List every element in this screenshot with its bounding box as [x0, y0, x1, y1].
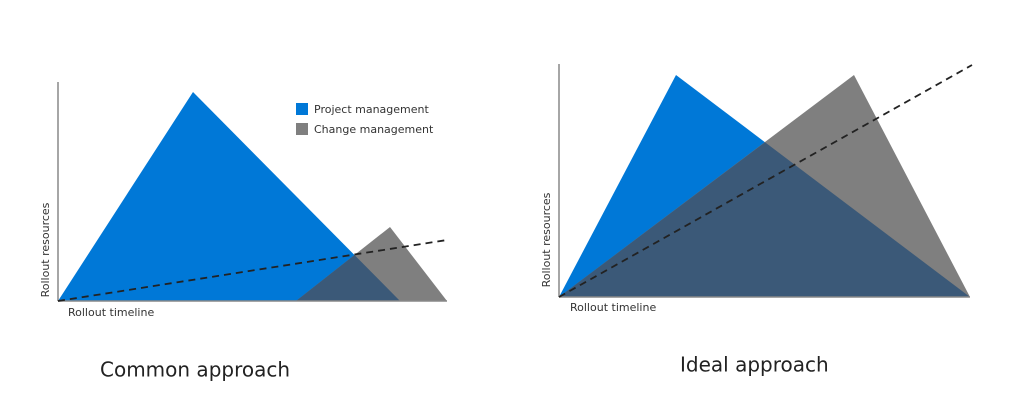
caption: Common approach [100, 358, 290, 382]
project-triangle [58, 92, 400, 301]
legend-label: Change management [314, 123, 434, 136]
caption: Ideal approach [680, 353, 829, 377]
x-label: Rollout timeline [68, 306, 154, 319]
overlap [296, 255, 400, 301]
x-label: Rollout timeline [570, 301, 656, 314]
trend-line [558, 64, 973, 298]
y-label: Rollout resources [540, 192, 553, 287]
legend-swatch [296, 123, 308, 135]
legend-swatch [296, 103, 308, 115]
overlap [559, 142, 970, 297]
ideal-panel: Rollout resources Rollout timeline Ideal… [540, 64, 973, 377]
common-panel: Project management Change management Rol… [39, 82, 448, 382]
legend-label: Project management [314, 103, 430, 116]
trend-line [57, 239, 448, 302]
y-label: Rollout resources [39, 202, 52, 297]
